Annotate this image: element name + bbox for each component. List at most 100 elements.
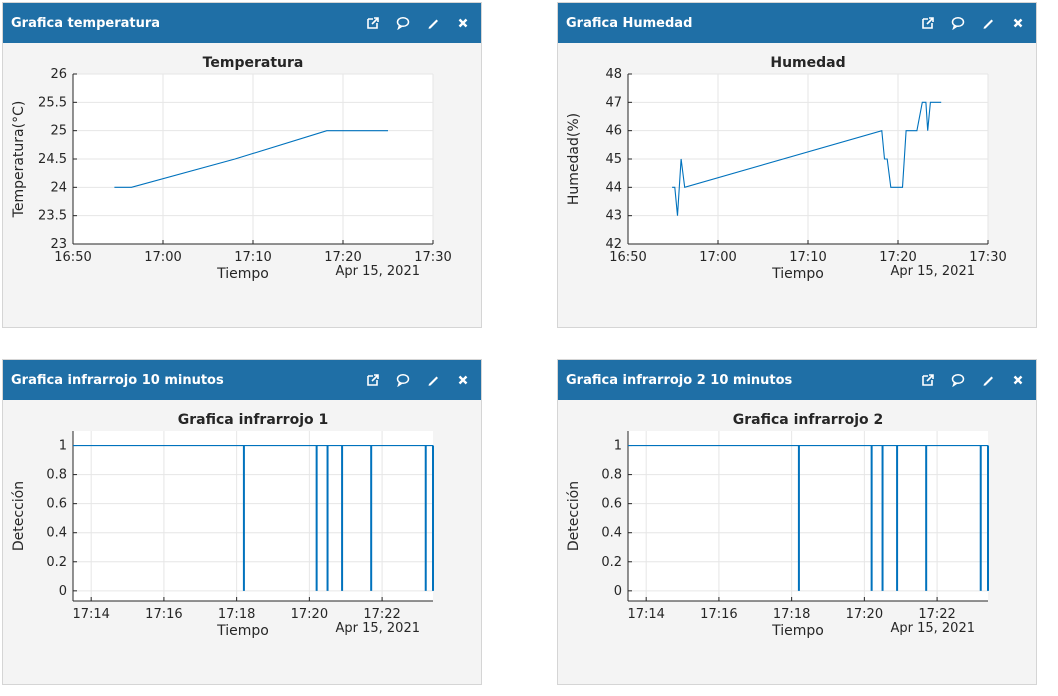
y-tick-label: 25.5	[38, 95, 67, 110]
comment-icon[interactable]	[950, 15, 966, 31]
widget-infrarrojo-1: Grafica infrarrojo 10 minutos 17:14 17:16…	[2, 359, 482, 685]
chart-area: 16:50 17:00 17:10 17:20 17:30 42 43 44 45 46 47 48 H…	[558, 43, 1036, 327]
close-icon[interactable]	[455, 372, 471, 388]
y-tick-label: 0.4	[46, 526, 67, 541]
y-tick-label: 42	[605, 237, 622, 252]
y-tick-label: 1	[614, 439, 622, 454]
chart-title: Grafica infrarrojo 2	[733, 412, 884, 428]
widget-actions	[920, 372, 1026, 388]
widget-header: Grafica infrarrojo 2 10 minutos	[558, 360, 1036, 400]
y-tick-label: 43	[605, 209, 622, 224]
widget-infrarrojo-2: Grafica infrarrojo 2 10 minutos 17:14 17:…	[557, 359, 1037, 685]
date-label: Apr 15, 2021	[335, 264, 420, 279]
widget-temperatura: Grafica temperatura 16:50 17:00 17:10 17:20…	[2, 2, 482, 328]
y-tick-label: 44	[605, 180, 622, 195]
chart-area: 16:50 17:00 17:10 17:20 17:30 23 23.5 24 24.5 25 2…	[3, 43, 481, 327]
x-tick-label: 17:14	[627, 607, 664, 622]
chart-title: Humedad	[770, 55, 845, 71]
series-line	[672, 101, 942, 216]
x-axis-label: Tiempo	[771, 623, 824, 639]
x-tick-label: 17:16	[700, 607, 737, 622]
y-tick-label: 0.2	[46, 555, 67, 570]
y-tick-label: 0.8	[601, 468, 622, 483]
x-tick-label: 16:50	[609, 250, 646, 265]
plot-background	[73, 431, 433, 601]
comment-icon[interactable]	[395, 372, 411, 388]
external-link-icon[interactable]	[920, 15, 936, 31]
widget-actions	[920, 15, 1026, 31]
pencil-icon[interactable]	[425, 15, 441, 31]
widget-title: Grafica Humedad	[566, 15, 693, 31]
external-link-icon[interactable]	[365, 372, 381, 388]
x-tick-label: 17:20	[846, 607, 883, 622]
x-tick-label: 17:20	[291, 607, 328, 622]
y-tick-label: 0.2	[601, 555, 622, 570]
x-tick-label: 17:20	[879, 250, 916, 265]
x-tick-label: 16:50	[54, 250, 91, 265]
x-tick-label: 17:18	[773, 607, 810, 622]
y-tick-label: 0	[614, 584, 622, 599]
y-tick-label: 0.4	[601, 526, 622, 541]
y-tick-label: 23.5	[38, 209, 67, 224]
y-axis-label: Humedad(%)	[566, 113, 582, 205]
x-tick-label: 17:14	[72, 607, 109, 622]
close-icon[interactable]	[1010, 15, 1026, 31]
y-tick-label: 24.5	[38, 152, 67, 167]
y-tick-label: 24	[50, 180, 67, 195]
close-icon[interactable]	[1010, 372, 1026, 388]
pencil-icon[interactable]	[980, 372, 996, 388]
chart-title: Temperatura	[203, 55, 304, 71]
x-axis-label: Tiempo	[216, 623, 269, 639]
comment-icon[interactable]	[950, 372, 966, 388]
date-label: Apr 15, 2021	[335, 621, 420, 636]
comment-icon[interactable]	[395, 15, 411, 31]
widget-title: Grafica temperatura	[11, 15, 161, 31]
y-axis-label: Detección	[11, 481, 27, 551]
y-tick-label: 0.8	[46, 468, 67, 483]
y-tick-label: 25	[50, 124, 67, 139]
chart-group: 16:50 17:00 17:10 17:20 17:30 42 43 44 45 46 47 48 H…	[566, 55, 1007, 282]
y-axis-label: Detección	[566, 481, 582, 551]
chart-infrarrojo-2: 17:14 17:16 17:18 17:20 17:22 0 0.2 0.4 0.6 0.8 1 G…	[566, 412, 989, 639]
y-tick-label: 46	[605, 124, 622, 139]
y-tick-label: 0.6	[46, 497, 67, 512]
y-tick-label: 0.6	[601, 497, 622, 512]
widget-header: Grafica infrarrojo 10 minutos	[3, 360, 481, 400]
x-axis-label: Tiempo	[771, 266, 824, 282]
x-tick-label: 17:22	[918, 607, 955, 622]
chart-temperatura: 16:50 17:00 17:10 17:20 17:30 23 23.5 24 24.5 25 2…	[11, 55, 452, 282]
y-tick-label: 26	[50, 67, 67, 82]
y-tick-label: 45	[605, 152, 622, 167]
date-label: Apr 15, 2021	[890, 621, 975, 636]
x-tick-label: 17:00	[144, 250, 181, 265]
y-tick-label: 1	[59, 439, 67, 454]
widget-header: Grafica temperatura	[3, 3, 481, 43]
chart-area: 17:14 17:16 17:18 17:20 17:22 0 0.2 0.4 0.6 0.8 1 G…	[3, 400, 481, 684]
external-link-icon[interactable]	[920, 372, 936, 388]
x-tick-label: 17:20	[324, 250, 361, 265]
chart-infrarrojo-1: 17:14 17:16 17:18 17:20 17:22 0 0.2 0.4 0.6 0.8 1 G…	[11, 412, 434, 639]
close-icon[interactable]	[455, 15, 471, 31]
widget-title: Grafica infrarrojo 2 10 minutos	[566, 372, 793, 388]
x-tick-label: 17:00	[699, 250, 736, 265]
pencil-icon[interactable]	[425, 372, 441, 388]
y-tick-label: 23	[50, 237, 67, 252]
x-tick-label: 17:22	[363, 607, 400, 622]
plot-background	[628, 431, 988, 601]
external-link-icon[interactable]	[365, 15, 381, 31]
x-tick-label: 17:30	[414, 250, 451, 265]
chart-group: 17:14 17:16 17:18 17:20 17:22 0 0.2 0.4 0.6 0.8 1 G…	[11, 412, 434, 639]
chart-group: 16:50 17:00 17:10 17:20 17:30 23 23.5 24 24.5 25 2…	[11, 55, 452, 282]
widget-header: Grafica Humedad	[558, 3, 1036, 43]
chart-area: 17:14 17:16 17:18 17:20 17:22 0 0.2 0.4 0.6 0.8 1 G…	[558, 400, 1036, 684]
y-tick-label: 0	[59, 584, 67, 599]
x-tick-label: 17:10	[789, 250, 826, 265]
x-tick-label: 17:30	[969, 250, 1006, 265]
x-tick-label: 17:10	[234, 250, 271, 265]
x-tick-label: 17:16	[145, 607, 182, 622]
pencil-icon[interactable]	[980, 15, 996, 31]
x-tick-label: 17:18	[218, 607, 255, 622]
y-tick-label: 48	[605, 67, 622, 82]
y-axis-label: Temperatura(°C)	[11, 101, 27, 219]
widget-actions	[365, 372, 471, 388]
